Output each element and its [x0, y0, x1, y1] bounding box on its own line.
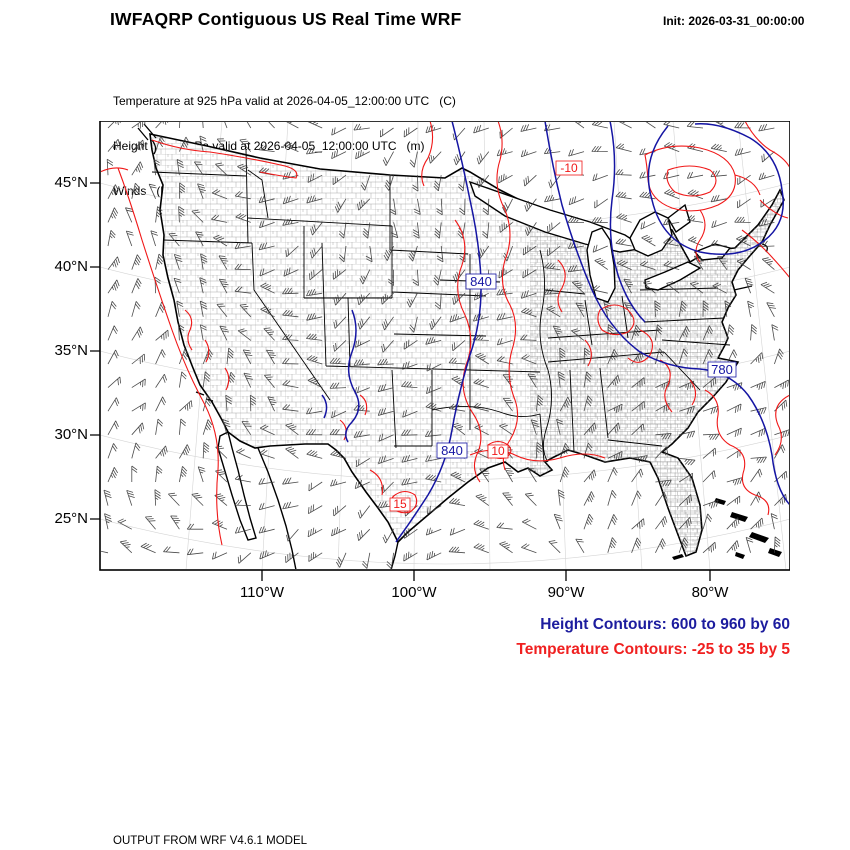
coastal-islands	[137, 123, 782, 560]
page-title: IWFAQRP Contiguous US Real Time WRF	[110, 9, 462, 29]
height-label-780: 780	[707, 361, 737, 378]
lat-label-45n: 45°N	[54, 174, 88, 191]
init-timestamp: Init: 2026-03-31_00:00:00	[663, 14, 805, 28]
map-frame	[90, 121, 790, 581]
lon-label-90w: 90°W	[547, 584, 585, 601]
svg-text:-10: -10	[560, 161, 578, 175]
height-label-840-north: 840	[465, 273, 497, 290]
temp-label-minus10: -10	[555, 160, 583, 176]
model-version-line: OUTPUT FROM WRF V4.6.1 MODEL	[113, 835, 308, 847]
lon-label-80w: 80°W	[691, 584, 729, 601]
temp-label-15: 15	[389, 497, 411, 512]
height-contours	[321, 122, 789, 543]
model-info-footer: OUTPUT FROM WRF V4.6.1 MODEL WE = 580 ; …	[113, 806, 565, 850]
lat-label-40n: 40°N	[54, 258, 88, 275]
svg-text:10: 10	[491, 444, 505, 458]
lon-label-100w: 100°W	[391, 584, 437, 601]
height-contour-legend: Height Contours: 600 to 960 by 60	[540, 616, 790, 633]
lat-label-30n: 30°N	[54, 426, 88, 443]
lon-tick-marks	[261, 570, 711, 581]
lat-label-25n: 25°N	[54, 510, 88, 527]
temperature-field-line: Temperature at 925 hPa valid at 2026-04-…	[113, 94, 456, 108]
temperature-contour-legend: Temperature Contours: -25 to 35 by 5	[516, 641, 790, 658]
height-label-840-south: 840	[436, 442, 468, 459]
us-weather-map: 840 840 780 -10 10	[90, 121, 790, 581]
contour-legend: Height Contours: 600 to 960 by 60 Temper…	[400, 612, 790, 662]
svg-text:840: 840	[470, 274, 492, 289]
temp-label-10: 10	[487, 444, 509, 459]
temperature-contours	[101, 122, 789, 546]
contour-labels: 840 840 780 -10 10	[389, 160, 737, 512]
svg-text:15: 15	[393, 497, 407, 511]
lon-label-110w: 110°W	[239, 584, 285, 601]
svg-text:780: 780	[711, 362, 733, 377]
svg-text:840: 840	[441, 443, 463, 458]
wind-barb-layer	[101, 122, 789, 569]
lat-label-35n: 35°N	[54, 342, 88, 359]
lat-tick-marks	[90, 182, 100, 520]
